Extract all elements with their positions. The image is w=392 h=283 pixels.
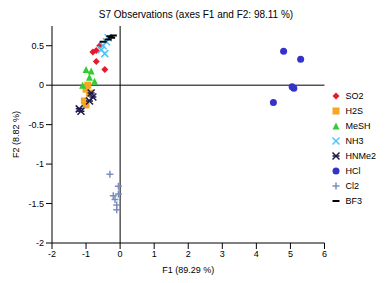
html-text:HCl: HCl xyxy=(345,166,361,176)
svg-text:F2 (8.82 %): F2 (8.82 %) xyxy=(11,111,21,158)
html-text:SO2: SO2 xyxy=(345,91,364,101)
html-text:HNMe2: HNMe2 xyxy=(345,151,376,161)
html-text:NH3: NH3 xyxy=(345,136,364,146)
html-text:Cl2: Cl2 xyxy=(345,181,359,191)
html-text:BF3: BF3 xyxy=(345,196,362,206)
svg-text:-1.5: -1.5 xyxy=(28,199,44,209)
html-text:MeSH: MeSH xyxy=(345,121,371,131)
svg-text:-1: -1 xyxy=(82,249,90,259)
svg-text:1: 1 xyxy=(152,249,157,259)
svg-text:0: 0 xyxy=(118,249,123,259)
svg-text:-1: -1 xyxy=(36,159,44,169)
svg-text:F1 (89.29 %): F1 (89.29 %) xyxy=(162,265,214,275)
svg-text:6: 6 xyxy=(322,249,327,259)
svg-text:-2: -2 xyxy=(36,238,44,248)
svg-text:0: 0 xyxy=(39,80,44,90)
html-text:H2S: H2S xyxy=(345,106,363,116)
html-text:S7 Observations (axes F1 and F: S7 Observations (axes F1 and F2: 98.11 %… xyxy=(98,9,294,20)
svg-text:-2: -2 xyxy=(48,249,56,259)
svg-text:3: 3 xyxy=(220,249,225,259)
svg-text:5: 5 xyxy=(288,249,293,259)
svg-text:2: 2 xyxy=(186,249,191,259)
svg-text:-0.5: -0.5 xyxy=(28,120,44,130)
svg-text:4: 4 xyxy=(254,249,259,259)
svg-text:0.5: 0.5 xyxy=(31,41,44,51)
